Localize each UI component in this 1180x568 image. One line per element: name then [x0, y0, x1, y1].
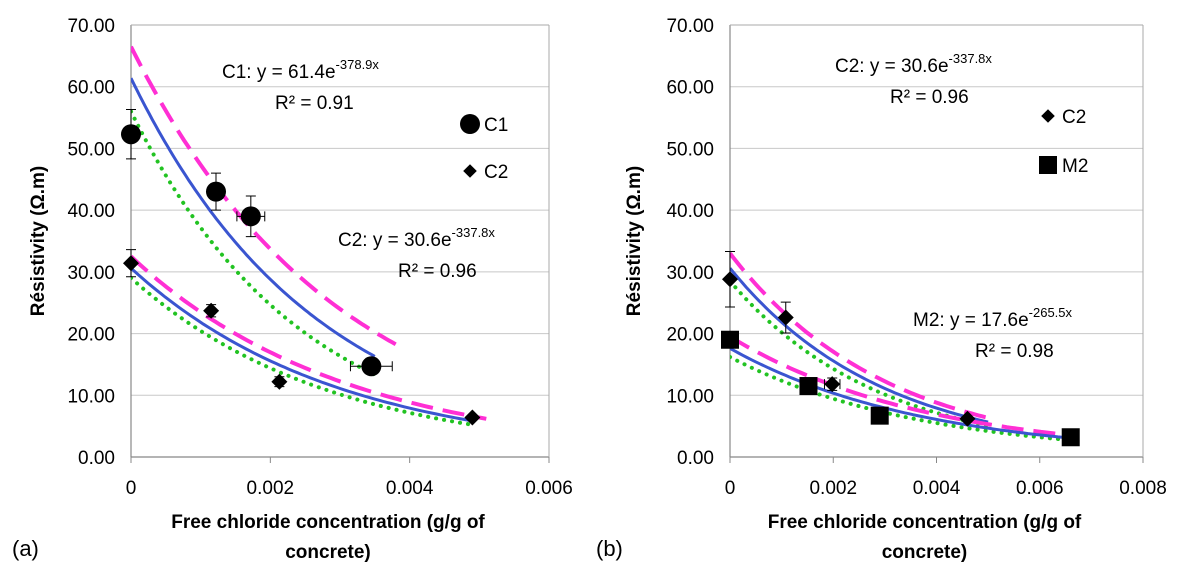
- y-tick-label: 70.00: [67, 16, 115, 37]
- data-point-c2: [271, 373, 288, 390]
- data-point-m2: [1061, 428, 1080, 447]
- y-tick-label: 50.00: [666, 139, 714, 160]
- data-point-c2: [777, 309, 794, 326]
- panel-label: (b): [596, 536, 623, 561]
- x-tick-label: 0: [725, 478, 736, 499]
- x-axis-title-line: Free chloride concentration (g/g of: [768, 512, 1082, 533]
- upper-bound-curve-c2: [730, 252, 989, 420]
- x-tick-label: 0.004: [386, 478, 434, 499]
- fit-curve-c2: [730, 267, 989, 424]
- y-tick-label: 60.00: [67, 78, 115, 99]
- data-point-c2: [722, 271, 738, 288]
- upper-bound-curve-c1: [131, 45, 397, 347]
- x-tick-label: 0.002: [809, 478, 857, 499]
- legend-label-c1: C1: [484, 115, 508, 136]
- y-tick-label: 30.00: [666, 263, 714, 284]
- fit-equation: C2: y = 30.6e-337.8x: [338, 225, 495, 251]
- x-tick-label: 0.004: [913, 478, 961, 499]
- y-tick-label: 40.00: [67, 201, 115, 222]
- chart-panel-2: 0.00 10.00 20.00 30.00 40.00 50.00 60.00 70.00 0…: [596, 16, 1167, 563]
- y-tick-label: 40.00: [666, 201, 714, 222]
- lower-bound-curve-c2: [730, 279, 991, 428]
- y-tick-label: 10.00: [666, 386, 714, 407]
- x-axis-title-line: Free chloride concentration (g/g of: [171, 512, 485, 533]
- r-squared-label: R² = 0.96: [398, 261, 477, 282]
- data-point-c2: [123, 255, 139, 272]
- legend-marker-m2: [1039, 156, 1057, 174]
- y-tick-label: 0.00: [78, 448, 115, 469]
- y-tick-label: 60.00: [666, 78, 714, 99]
- fit-equation: M2: y = 17.6e-265.5x: [913, 305, 1073, 331]
- y-tick-label: 20.00: [67, 325, 115, 346]
- x-axis-title-line: concrete): [882, 542, 968, 563]
- y-axis-title: Résistivity (Ω.m): [624, 166, 645, 316]
- data-point-c1: [240, 206, 261, 227]
- data-point-c2: [959, 410, 976, 427]
- r-squared-label: R² = 0.98: [975, 341, 1054, 362]
- data-point-c2: [203, 302, 220, 319]
- x-tick-label: 0.006: [525, 478, 573, 499]
- x-tick-label: 0.006: [1016, 478, 1064, 499]
- legend-label-c2: C2: [484, 162, 508, 183]
- x-tick-label: 0: [126, 478, 137, 499]
- upper-bound-curve-c2: [131, 254, 487, 421]
- y-tick-label: 30.00: [67, 263, 115, 284]
- y-tick-label: 70.00: [666, 16, 714, 37]
- fit-equation: C1: y = 61.4e-378.9x: [222, 57, 379, 83]
- panel-label: (a): [12, 536, 39, 561]
- fit-curve-c2: [131, 267, 473, 423]
- lower-bound-curve-c2: [131, 276, 475, 427]
- data-point-c1: [121, 124, 141, 145]
- data-point-c1: [205, 181, 226, 202]
- legend-marker-c2: [463, 164, 477, 178]
- data-point-m2: [870, 406, 889, 425]
- data-point-m2: [721, 330, 739, 349]
- fit-curve-c1: [131, 77, 376, 358]
- data-point-c2: [824, 376, 841, 393]
- chart-panel-1: 0.00 10.00 20.00 30.00 40.00 50.00 60.00 70.00 0…: [12, 16, 573, 563]
- legend-marker-c1: [460, 114, 480, 134]
- y-tick-label: 0.00: [677, 448, 714, 469]
- y-axis-title: Résistivity (Ω.m): [28, 166, 49, 316]
- y-tick-label: 10.00: [67, 386, 115, 407]
- y-tick-label: 50.00: [67, 139, 115, 160]
- r-squared-label: R² = 0.91: [275, 93, 354, 114]
- upper-bound-curve-m2: [730, 334, 1071, 438]
- legend-marker-c2: [1041, 109, 1055, 123]
- y-tick-label: 20.00: [666, 325, 714, 346]
- fit-curve-m2: [730, 347, 1071, 440]
- x-tick-label: 0.002: [247, 478, 295, 499]
- legend-label-c2: C2: [1062, 107, 1086, 128]
- x-tick-label: 0.008: [1119, 478, 1167, 499]
- r-squared-label: R² = 0.96: [890, 87, 969, 108]
- data-point-c2: [464, 409, 481, 426]
- legend-label-m2: M2: [1062, 156, 1088, 177]
- x-axis-title-line: concrete): [285, 542, 371, 563]
- data-point-m2: [799, 377, 818, 396]
- fit-equation: C2: y = 30.6e-337.8x: [835, 51, 992, 77]
- data-point-c1: [361, 356, 382, 377]
